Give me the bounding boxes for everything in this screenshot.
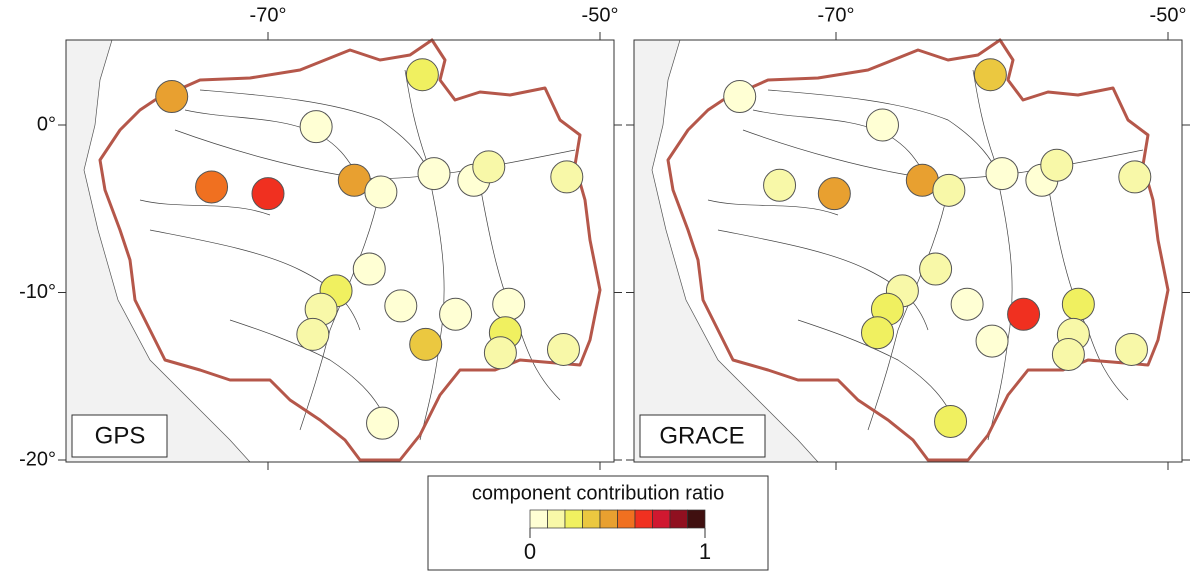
station [364,175,398,209]
colorbar-step [617,509,636,529]
colorbar-step [652,509,671,529]
colorbar-step [669,509,688,529]
panel-label: GRACE [659,422,744,449]
colorbar-step [687,509,706,529]
station [296,317,330,351]
station [405,58,439,92]
station [299,110,333,144]
station [973,58,1007,92]
station [1118,160,1152,194]
lon-tick-label: -50° [1150,4,1187,26]
lon-tick-label: -50° [582,4,619,26]
label-box [639,414,766,458]
station [472,150,506,184]
station [919,252,953,286]
station [950,287,984,321]
station [865,108,899,142]
station [546,332,580,366]
colorbar-step [599,509,618,529]
colorbar-step [582,509,601,529]
station [155,80,189,114]
station [1061,287,1095,321]
station [723,80,757,114]
station [417,157,451,191]
colorbar-step [634,509,653,529]
colorbar-tick-label: 0 [524,539,536,564]
station [975,324,1009,358]
station [439,297,473,331]
station [384,289,418,323]
station [483,336,517,370]
station [861,316,894,350]
station [932,173,966,207]
colorbar-step [529,509,548,529]
station [1007,297,1041,331]
station [763,168,797,202]
lon-tick-label: -70° [818,4,855,26]
station [817,177,851,211]
lat-tick-label: 0° [37,113,56,135]
colorbar: component contribution ratio 0 1 [427,475,769,571]
station [352,252,386,286]
station [985,157,1019,191]
colorbar-step [564,509,583,529]
gps-panel: GPS -70° -50° 0° -10° -20° [19,4,622,470]
colorbar-step [547,509,566,529]
lat-tick-label: -10° [19,281,56,303]
station [1051,337,1085,371]
panel-label: GPS [95,422,146,449]
station [409,327,443,361]
station [492,287,526,321]
colorbar-tick-label: 1 [699,539,711,564]
label-box [71,414,168,458]
station [934,404,968,438]
colorbar-title: component contribution ratio [472,482,724,504]
station [366,406,400,440]
station [251,177,285,211]
lat-tick-label: -20° [19,448,56,470]
station [1040,148,1074,182]
grace-panel: GRACE -70° -50° [626,4,1190,470]
station [1114,332,1148,366]
station [550,160,584,194]
station [195,170,229,204]
lon-tick-label: -70° [250,4,287,26]
